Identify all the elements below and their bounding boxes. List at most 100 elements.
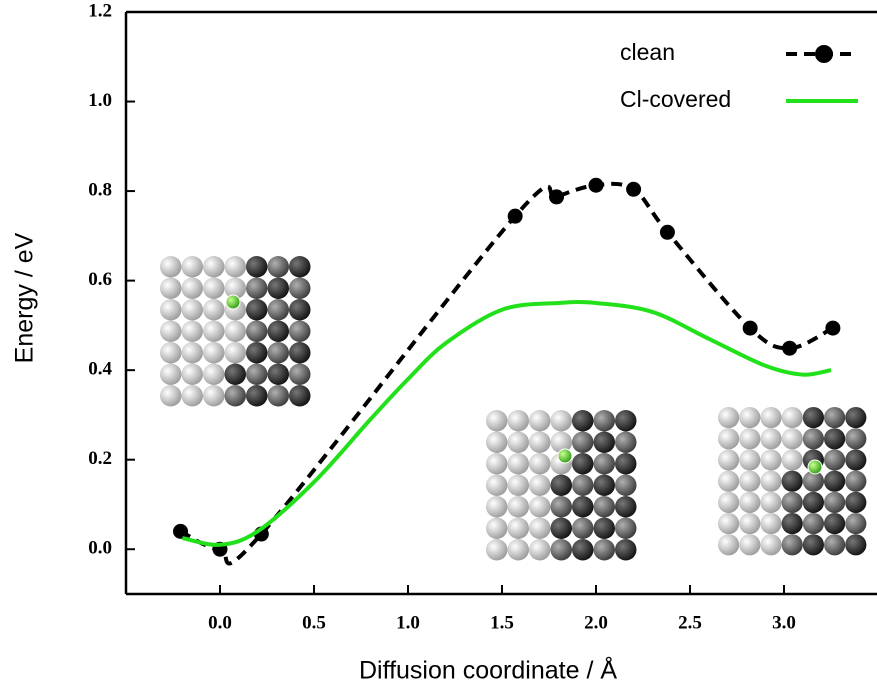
x-tick-label: 1.0 xyxy=(396,612,420,633)
atom xyxy=(824,449,846,471)
atom xyxy=(267,363,289,385)
atom xyxy=(572,431,594,453)
atom xyxy=(802,513,825,535)
atom xyxy=(781,470,803,492)
atom xyxy=(160,256,182,278)
atom xyxy=(203,320,225,342)
atom xyxy=(224,363,246,385)
atom xyxy=(824,534,846,556)
atom xyxy=(486,453,508,475)
atom xyxy=(760,428,782,450)
atom xyxy=(181,363,203,385)
atom xyxy=(760,491,782,513)
atom xyxy=(781,428,803,450)
atom xyxy=(718,428,740,450)
atom xyxy=(203,256,225,278)
atom xyxy=(160,385,182,407)
atom xyxy=(615,453,637,475)
atom xyxy=(845,428,867,450)
atom xyxy=(550,431,572,453)
x-tick-label: 2.5 xyxy=(678,612,702,633)
data-point xyxy=(825,320,841,336)
atom xyxy=(593,539,615,561)
atom xyxy=(845,491,867,513)
atom xyxy=(507,539,529,561)
atom xyxy=(203,385,225,407)
atom xyxy=(781,491,803,513)
atom xyxy=(160,342,182,364)
atom xyxy=(615,431,637,453)
atom xyxy=(507,453,529,475)
atom xyxy=(224,385,246,407)
atom xyxy=(289,320,311,342)
atom xyxy=(550,410,572,432)
atom xyxy=(203,363,225,385)
atom xyxy=(246,363,268,385)
atom xyxy=(203,342,225,364)
atom xyxy=(267,299,289,321)
atom xyxy=(160,320,182,342)
atom xyxy=(224,320,246,342)
atom xyxy=(845,534,867,556)
y-axis-title: Energy / eV xyxy=(11,232,39,363)
atom xyxy=(267,385,289,407)
atom xyxy=(593,453,615,475)
data-point xyxy=(626,181,642,197)
atom xyxy=(845,513,867,535)
atom xyxy=(289,342,311,364)
atom xyxy=(718,513,740,535)
atom xyxy=(507,474,529,496)
y-tick-label: 1.2 xyxy=(88,0,112,21)
atom xyxy=(486,517,508,539)
atom xyxy=(160,277,182,299)
atom xyxy=(267,342,289,364)
y-tick-label: 0.0 xyxy=(88,538,112,559)
atom xyxy=(507,431,529,453)
atom xyxy=(486,539,508,561)
atom xyxy=(529,539,551,561)
data-point xyxy=(588,177,604,193)
atom xyxy=(572,474,594,496)
atom xyxy=(572,410,594,432)
atom xyxy=(550,539,572,561)
atom xyxy=(615,517,637,539)
atom xyxy=(224,342,246,364)
atom xyxy=(845,407,867,429)
atom xyxy=(824,513,846,535)
atom xyxy=(289,299,311,321)
y-tick-label: 0.6 xyxy=(88,269,112,290)
atom xyxy=(760,513,782,535)
atom xyxy=(267,256,289,278)
atom xyxy=(593,410,615,432)
atom xyxy=(760,407,782,429)
atom xyxy=(739,513,761,535)
atom xyxy=(246,385,268,407)
atom xyxy=(718,470,740,492)
atom xyxy=(181,385,203,407)
atom xyxy=(486,474,508,496)
adatom xyxy=(807,459,823,475)
atom xyxy=(615,496,637,518)
atom xyxy=(529,517,551,539)
x-tick-label: 3.0 xyxy=(772,612,796,633)
data-point xyxy=(549,189,565,205)
atom xyxy=(486,410,508,432)
atom xyxy=(181,320,203,342)
atom xyxy=(802,470,825,492)
atom xyxy=(529,431,551,453)
atom xyxy=(224,277,246,299)
atom xyxy=(529,496,551,518)
atom xyxy=(802,407,825,429)
atom xyxy=(739,449,761,471)
atom xyxy=(529,474,551,496)
atom xyxy=(289,363,311,385)
data-point xyxy=(173,523,189,539)
atom xyxy=(593,431,615,453)
atom xyxy=(739,470,761,492)
atom xyxy=(246,342,268,364)
atom xyxy=(203,277,225,299)
atom xyxy=(572,453,594,475)
x-tick-label: 0.5 xyxy=(302,612,326,633)
atom xyxy=(181,299,203,321)
